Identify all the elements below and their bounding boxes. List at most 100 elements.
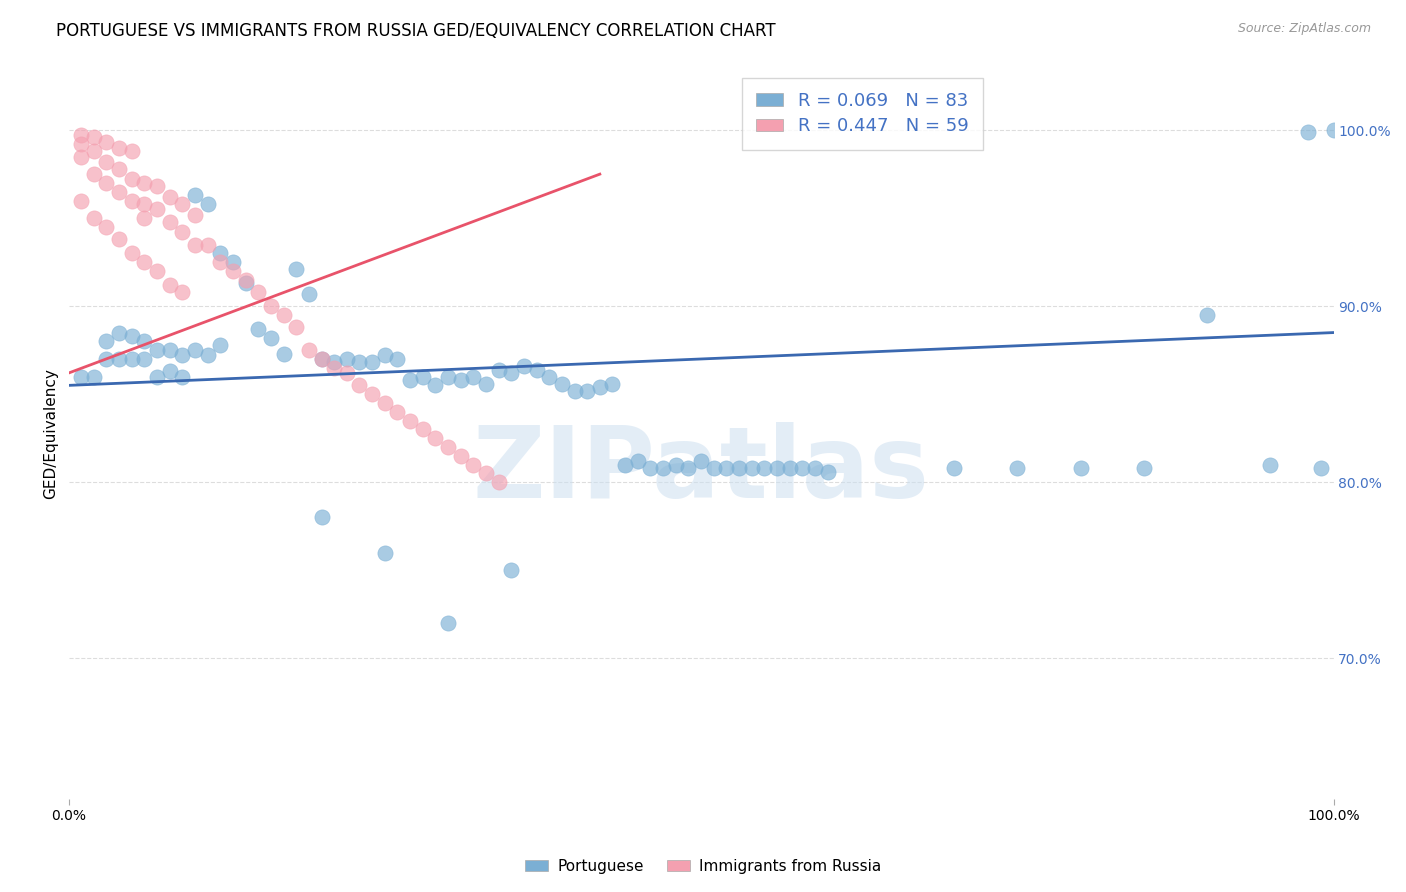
Point: [172, 348, 194, 362]
Point: [349, 378, 371, 392]
Point: [412, 422, 434, 436]
Point: [463, 458, 485, 472]
Point: [1309, 461, 1331, 475]
Point: [627, 454, 650, 468]
Point: [184, 343, 207, 358]
Y-axis label: GED/Equivalency: GED/Equivalency: [44, 368, 58, 500]
Legend: R = 0.069   N = 83, R = 0.447   N = 59: R = 0.069 N = 83, R = 0.447 N = 59: [742, 78, 983, 150]
Point: [475, 376, 498, 391]
Point: [311, 510, 333, 524]
Point: [387, 405, 409, 419]
Point: [159, 190, 181, 204]
Point: [1132, 461, 1154, 475]
Point: [526, 362, 548, 376]
Point: [361, 387, 384, 401]
Point: [943, 461, 966, 475]
Point: [83, 145, 105, 159]
Point: [159, 343, 181, 358]
Point: [273, 308, 295, 322]
Point: [311, 351, 333, 366]
Point: [1322, 123, 1344, 137]
Point: [134, 176, 156, 190]
Point: [121, 172, 143, 186]
Point: [146, 343, 169, 358]
Point: [488, 362, 510, 376]
Point: [298, 286, 321, 301]
Point: [70, 369, 93, 384]
Point: [159, 215, 181, 229]
Point: [298, 343, 321, 358]
Point: [83, 211, 105, 226]
Point: [159, 364, 181, 378]
Point: [222, 264, 245, 278]
Point: [134, 334, 156, 349]
Point: [70, 194, 93, 208]
Point: [678, 461, 700, 475]
Point: [96, 219, 118, 234]
Point: [247, 285, 270, 299]
Point: [741, 461, 763, 475]
Point: [108, 351, 131, 366]
Point: [83, 167, 105, 181]
Point: [209, 338, 232, 352]
Point: [323, 360, 346, 375]
Point: [121, 246, 143, 260]
Point: [96, 351, 118, 366]
Point: [551, 376, 574, 391]
Point: [197, 348, 219, 362]
Point: [425, 431, 447, 445]
Point: [235, 277, 257, 291]
Point: [96, 154, 118, 169]
Point: [399, 414, 422, 428]
Point: [513, 359, 536, 373]
Point: [323, 355, 346, 369]
Point: [83, 130, 105, 145]
Point: [538, 369, 561, 384]
Point: [387, 351, 409, 366]
Point: [703, 461, 725, 475]
Point: [121, 329, 143, 343]
Point: [1070, 461, 1092, 475]
Point: [222, 255, 245, 269]
Point: [374, 396, 396, 410]
Point: [70, 137, 93, 152]
Point: [501, 366, 523, 380]
Point: [146, 369, 169, 384]
Point: [260, 299, 283, 313]
Text: ZIPatlas: ZIPatlas: [472, 422, 929, 519]
Point: [108, 161, 131, 176]
Point: [121, 351, 143, 366]
Point: [425, 378, 447, 392]
Point: [1296, 125, 1319, 139]
Point: [70, 149, 93, 163]
Point: [159, 278, 181, 293]
Point: [336, 351, 359, 366]
Point: [349, 355, 371, 369]
Point: [134, 197, 156, 211]
Point: [501, 563, 523, 577]
Point: [197, 237, 219, 252]
Point: [235, 273, 257, 287]
Point: [184, 237, 207, 252]
Point: [437, 440, 460, 454]
Point: [184, 188, 207, 202]
Point: [804, 461, 827, 475]
Point: [361, 355, 384, 369]
Point: [83, 369, 105, 384]
Point: [475, 467, 498, 481]
Point: [108, 185, 131, 199]
Point: [96, 136, 118, 150]
Point: [576, 384, 599, 398]
Point: [450, 449, 472, 463]
Point: [146, 264, 169, 278]
Point: [463, 369, 485, 384]
Point: [652, 461, 675, 475]
Point: [184, 208, 207, 222]
Point: [399, 373, 422, 387]
Point: [665, 458, 688, 472]
Point: [273, 347, 295, 361]
Point: [792, 461, 814, 475]
Point: [146, 202, 169, 217]
Legend: Portuguese, Immigrants from Russia: Portuguese, Immigrants from Russia: [519, 853, 887, 880]
Point: [108, 326, 131, 340]
